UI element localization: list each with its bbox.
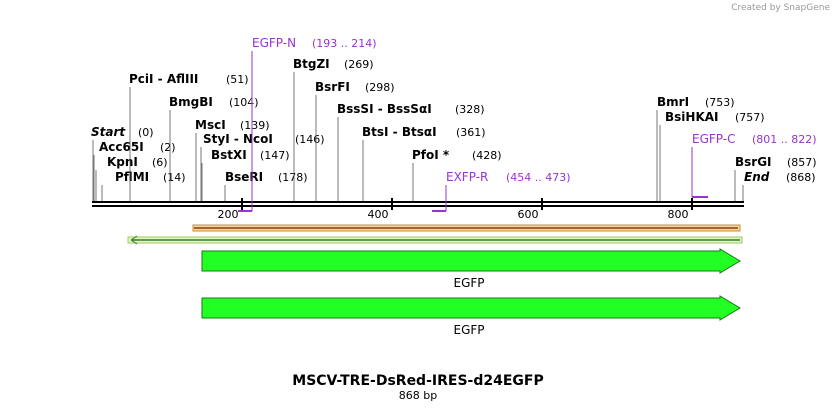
- enzyme-name: BmrI: [657, 95, 689, 109]
- enzyme-site: (146): [295, 133, 325, 146]
- enzyme-name: KpnI: [107, 155, 138, 169]
- enzyme-site: (868): [786, 171, 816, 184]
- enzyme-name: BsrFI: [315, 80, 350, 94]
- enzyme-name: BssSI - BssSαI: [337, 102, 432, 116]
- feature-label: EGFP: [453, 276, 484, 290]
- primer-range: (801 .. 822): [752, 133, 817, 146]
- enzyme-name: BmgBI: [169, 95, 213, 109]
- egfp-arrow: [201, 295, 741, 321]
- enzyme-name: BstXI: [211, 148, 247, 162]
- primer-name: EGFP-N: [252, 36, 296, 50]
- enzyme-site: (428): [472, 149, 502, 162]
- enzyme-site: (6): [152, 156, 168, 169]
- enzyme-site: (147): [260, 149, 290, 162]
- enzyme-site: (361): [456, 126, 486, 139]
- enzyme-site: (857): [787, 156, 817, 169]
- enzyme-site: (14): [163, 171, 186, 184]
- arrow-head: [130, 235, 138, 245]
- enzyme-name: BsiHKAI: [665, 110, 719, 124]
- scale-label: 800: [668, 208, 689, 221]
- credit: Created by SnapGene: [731, 3, 830, 13]
- enzyme-site: (757): [735, 111, 765, 124]
- scale-label: 400: [368, 208, 389, 221]
- enzyme-name: PflMI: [115, 170, 149, 184]
- primer-range: (454 .. 473): [506, 171, 571, 184]
- enzyme-name: PciI - AflIII: [129, 72, 198, 86]
- enzyme-site: (51): [226, 73, 249, 86]
- map-length: 868 bp: [399, 389, 437, 402]
- primer-name: EGFP-C: [692, 132, 735, 146]
- primer-range: (193 .. 214): [312, 37, 377, 50]
- enzyme-name: StyI - NcoI: [203, 132, 273, 146]
- scale-label: 600: [518, 208, 539, 221]
- enzyme-site: (753): [705, 96, 735, 109]
- enzyme-name: BsrGI: [735, 155, 772, 169]
- enzyme-name: End: [744, 170, 770, 184]
- enzyme-site: (2): [160, 141, 176, 154]
- enzyme-site: (328): [455, 103, 485, 116]
- enzyme-name: BseRI: [225, 170, 263, 184]
- enzyme-name: Start: [91, 125, 126, 139]
- enzyme-site: (0): [138, 126, 154, 139]
- enzyme-name: Acc65I: [99, 140, 144, 154]
- enzyme-name: PfoI *: [412, 148, 450, 162]
- scale-label: 200: [218, 208, 239, 221]
- enzyme-site: (104): [229, 96, 259, 109]
- map-title: MSCV-TRE-DsRed-IRES-d24EGFP: [292, 373, 543, 389]
- primer-name: EXFP-R: [446, 170, 488, 184]
- egfp-arrow: [201, 248, 741, 274]
- feature-label: EGFP: [453, 323, 484, 337]
- enzyme-name: BtgZI: [293, 57, 330, 71]
- enzyme-site: (139): [240, 119, 270, 132]
- enzyme-name: BtsI - BtsαI: [362, 125, 437, 139]
- enzyme-name: MscI: [195, 118, 226, 132]
- enzyme-site: (178): [278, 171, 308, 184]
- enzyme-site: (269): [344, 58, 374, 71]
- enzyme-site: (298): [365, 81, 395, 94]
